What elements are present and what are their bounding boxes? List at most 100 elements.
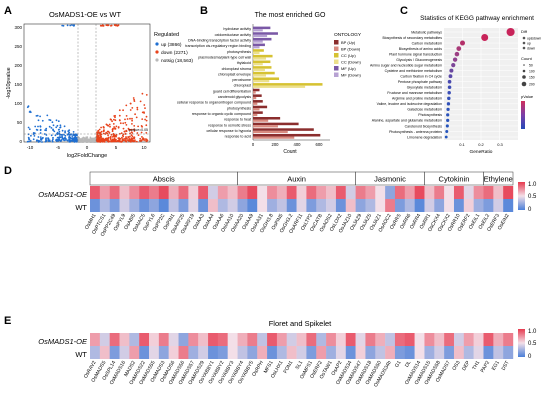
go-term-label: guard cell differentiation: [213, 89, 251, 93]
volcano-point: [113, 118, 115, 121]
heatmap-cell: [355, 186, 366, 199]
heatmap-cell: [483, 333, 494, 346]
legend-diff-item: down: [527, 47, 535, 51]
heatmap-cell: [119, 199, 130, 212]
volcano-point: [114, 127, 116, 130]
volcano-point: [125, 137, 128, 140]
volcano-point: [96, 133, 98, 136]
legend-b-item: MF (Down): [341, 73, 361, 78]
volcano-point: [56, 124, 59, 127]
heatmap-cell: [335, 186, 346, 199]
volcano-point: [45, 127, 48, 130]
volcano-point: [122, 127, 125, 130]
volcano-point: [86, 136, 89, 139]
heatmap-cell: [188, 333, 199, 346]
heatmap-cell: [375, 186, 386, 199]
volcano-point: [39, 129, 42, 132]
volcano-point: [122, 139, 125, 142]
kegg-point: [448, 74, 453, 79]
hormone-colorbar: 1.0 0.5 0: [518, 182, 537, 213]
panel-c-title: Statistics of KEGG pathway enrichment: [420, 15, 534, 22]
panel-c: C Statistics of KEGG pathway enrichment …: [370, 5, 541, 155]
xtick-c: 0.3: [497, 142, 503, 147]
volcano-point: [146, 139, 149, 142]
heatmap-cell: [276, 199, 287, 212]
volcano-point: [36, 139, 38, 142]
heatmap-cell: [227, 346, 238, 359]
volcano-point: [135, 116, 138, 119]
legend-b-item: MF (Up): [341, 66, 356, 71]
volcano-point: [72, 131, 75, 133]
gene-label: SL1: [295, 360, 305, 371]
go-term-label: response to heat: [224, 118, 251, 122]
go-term-label: chloroplast stroma: [222, 67, 251, 71]
volcano-point: [61, 24, 64, 27]
volcano-point: [131, 139, 134, 142]
volcano-point: [136, 108, 139, 111]
go-term-label: response to organic cyclic compound: [192, 112, 251, 116]
panel-a-ylabel: -log10pvalue: [6, 67, 12, 99]
hormone-group-label: Cytokinin: [439, 175, 470, 184]
volcano-point: [125, 104, 128, 107]
heatmap-cell: [444, 186, 455, 199]
heatmap-cell: [188, 199, 199, 212]
heatmap-cell: [326, 199, 337, 212]
heatmap-cell: [129, 199, 140, 212]
go-bar-down: [253, 63, 263, 66]
heatmap-cell: [109, 346, 120, 359]
heatmap-cell: [158, 199, 169, 212]
legend-a-marker: [155, 42, 159, 46]
heatmap-cell: [326, 346, 337, 359]
volcano-points: [26, 24, 149, 143]
go-legend: BP (Up) BP (Down)CC (Up) CC (Down)MF (Up) M…: [334, 40, 361, 78]
ytick-a: 200: [14, 63, 22, 68]
heatmap-cell: [237, 333, 248, 346]
gene-label: G1: [394, 360, 403, 369]
legend-b-swatch: [334, 66, 339, 71]
legend-a-marker: [155, 50, 159, 54]
heatmap-cell: [90, 346, 101, 359]
volcano-point: [137, 125, 140, 128]
heatmap-cell: [99, 186, 110, 199]
heatmap-cell: [345, 199, 356, 212]
heatmap-cell: [503, 346, 514, 359]
heatmap-cell: [149, 186, 160, 199]
volcano-point: [27, 136, 30, 139]
volcano-point: [67, 133, 70, 136]
volcano-point: [113, 133, 116, 136]
volcano-point: [61, 129, 64, 132]
go-bar-up: [253, 32, 278, 35]
heatmap-cell: [217, 199, 228, 212]
volcano-point: [48, 125, 51, 128]
volcano-point: [109, 125, 111, 128]
kegg-point: [445, 124, 449, 128]
volcano-point: [124, 132, 127, 135]
heatmap-cell: [109, 186, 120, 199]
volcano-point: [144, 139, 146, 142]
heatmap-cell: [247, 333, 258, 346]
floret-heatmap: [90, 333, 514, 359]
volcano-point: [140, 139, 142, 142]
volcano-point: [107, 134, 109, 137]
go-bar-down: [253, 40, 263, 43]
legend-count-marker: [522, 75, 526, 79]
heatmap-cell: [394, 346, 405, 359]
heatmap-cell: [434, 333, 445, 346]
panel-c-letter: C: [400, 5, 408, 17]
go-term-label: response to acid: [225, 135, 251, 139]
volcano-point: [130, 134, 133, 137]
volcano-point: [117, 126, 120, 129]
heatmap-cell: [237, 346, 248, 359]
volcano-point: [48, 139, 51, 142]
volcano-point: [121, 136, 123, 139]
heatmap-cell: [394, 199, 405, 212]
xtick-a: -5: [56, 145, 60, 150]
volcano-point: [68, 129, 71, 132]
hormone-heatmap: [90, 186, 514, 212]
kegg-pathway-label: Amino sugar and nucleotide sugar metabol…: [370, 63, 442, 67]
ytick-a: 300: [14, 25, 22, 30]
volcano-point: [107, 141, 110, 143]
volcano-point: [99, 24, 102, 27]
volcano-point: [39, 125, 42, 128]
heatmap-cell: [453, 199, 465, 212]
